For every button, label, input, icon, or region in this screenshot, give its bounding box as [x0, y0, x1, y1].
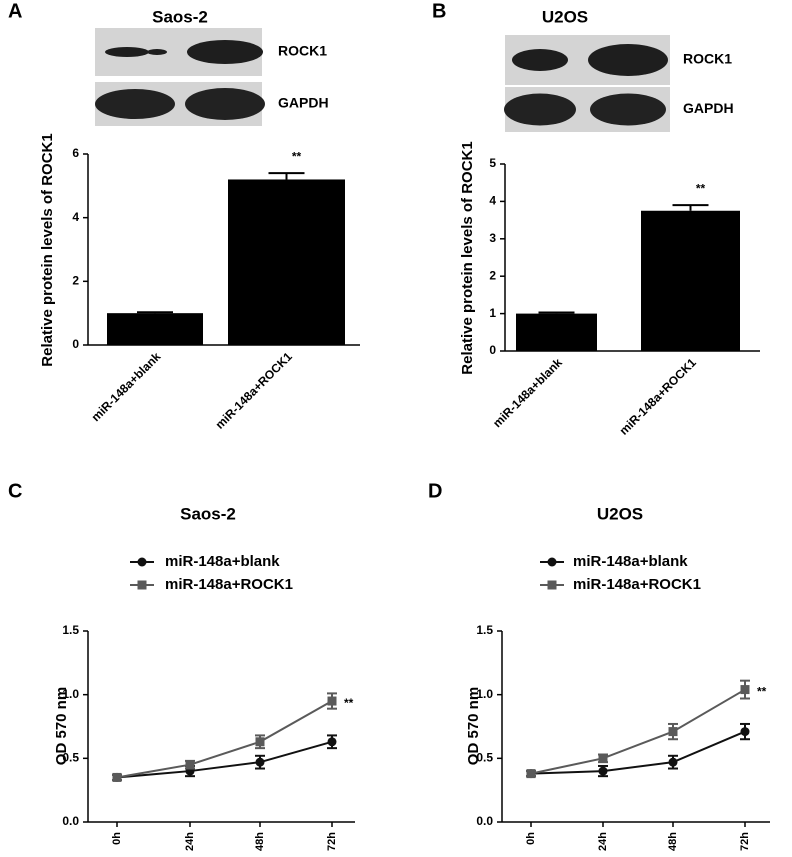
x-tick-label: miR-148a+ROCK1 [617, 355, 700, 438]
blot-band [147, 49, 167, 55]
x-tick-label: miR-148a+blank [89, 349, 164, 424]
y-tick-label: 3 [489, 231, 496, 245]
x-tick-label: 48h [254, 832, 266, 851]
point [112, 772, 122, 782]
y-tick-label: 2 [72, 274, 79, 288]
blot-label: ROCK1 [278, 43, 327, 59]
y-tick-label: 4 [72, 210, 79, 224]
y-tick-label: 0.0 [476, 814, 493, 828]
legend-marker [547, 557, 557, 567]
blot-band [590, 93, 666, 126]
bar [107, 313, 203, 345]
y-tick-label: 1.0 [62, 687, 79, 701]
y-tick-label: 0.0 [62, 814, 79, 828]
panel-letter: C [8, 480, 22, 502]
y-tick-label: 1.5 [476, 623, 493, 637]
bar [641, 210, 740, 351]
point [668, 757, 678, 767]
y-tick-label: 2 [489, 268, 496, 282]
legend-marker [137, 580, 147, 590]
y-axis-label: Relative protein levels of ROCK1 [459, 141, 476, 374]
blot-label: GAPDH [278, 95, 329, 111]
blot-band [95, 89, 175, 119]
point [598, 753, 608, 763]
point [255, 737, 265, 747]
point [668, 727, 678, 737]
y-axis-label: OD 570 nm [465, 687, 482, 765]
blot-label: GAPDH [683, 100, 734, 116]
panel-letter: B [432, 0, 446, 22]
significance: ** [696, 181, 706, 195]
blot-band [105, 47, 149, 57]
panel-letter: D [428, 480, 442, 502]
point [740, 727, 750, 737]
point [526, 769, 536, 779]
blot-band [588, 44, 668, 76]
legend-label: miR-148a+ROCK1 [573, 576, 701, 593]
blot-band [185, 88, 265, 120]
y-axis-label: OD 570 nm [53, 687, 70, 765]
point [327, 696, 337, 706]
point [255, 757, 265, 767]
panel: A Saos-2 Relative protein levels of ROCK1 0… [8, 0, 360, 432]
point [185, 760, 195, 770]
line [530, 688, 746, 775]
bar [228, 179, 345, 345]
x-tick-label: 0h [525, 832, 537, 845]
panel-title: Saos-2 [180, 504, 236, 523]
line [116, 740, 333, 779]
blot-band [512, 49, 568, 71]
x-tick-label: 0h [111, 832, 123, 845]
y-tick-label: 1.0 [476, 687, 493, 701]
significance: ** [757, 685, 767, 699]
y-tick-label: 1.5 [62, 623, 79, 637]
significance: ** [292, 149, 302, 163]
x-tick-label: 24h [184, 832, 196, 851]
y-tick-label: 0.5 [476, 751, 493, 765]
panel-title: U2OS [542, 7, 588, 26]
legend-marker [547, 580, 557, 590]
blot-band [504, 93, 576, 126]
legend-marker [137, 557, 147, 567]
panel-letter: A [8, 0, 22, 22]
significance: ** [344, 696, 354, 710]
panel: C Saos-2 OD 570 nm 0.0 0.5 1.0 1.5 0h 24h 48h 72h m… [8, 480, 355, 851]
legend-label: miR-148a+blank [573, 553, 688, 570]
y-tick-label: 0 [489, 343, 496, 357]
blot-label: ROCK1 [683, 51, 732, 67]
x-tick-label: 72h [326, 832, 338, 851]
panel-title: U2OS [597, 504, 643, 523]
panel: D U2OS OD 570 nm 0.0 0.5 1.0 1.5 0h 24h 48h 72h miR… [428, 480, 770, 851]
point [740, 685, 750, 695]
y-tick-label: 1 [489, 306, 496, 320]
x-tick-label: 24h [597, 832, 609, 851]
panel-title: Saos-2 [152, 7, 208, 26]
line [530, 730, 746, 775]
panel: B U2OS Relative protein levels of ROCK1 0 1 2… [432, 0, 760, 438]
y-tick-label: 0 [72, 337, 79, 351]
x-tick-label: miR-148a+blank [490, 355, 565, 430]
y-axis-label: Relative protein levels of ROCK1 [39, 133, 56, 366]
y-tick-label: 6 [72, 146, 79, 160]
x-tick-label: 48h [667, 832, 679, 851]
legend-label: miR-148a+blank [165, 553, 280, 570]
bar [516, 313, 597, 351]
x-tick-label: 72h [739, 832, 751, 851]
x-tick-label: miR-148a+ROCK1 [213, 349, 296, 432]
point [327, 737, 337, 747]
y-tick-label: 5 [489, 156, 496, 170]
y-tick-label: 0.5 [62, 751, 79, 765]
legend-label: miR-148a+ROCK1 [165, 576, 293, 593]
y-tick-label: 4 [489, 194, 496, 208]
line [116, 700, 333, 779]
point [598, 766, 608, 776]
blot-band [187, 40, 263, 64]
